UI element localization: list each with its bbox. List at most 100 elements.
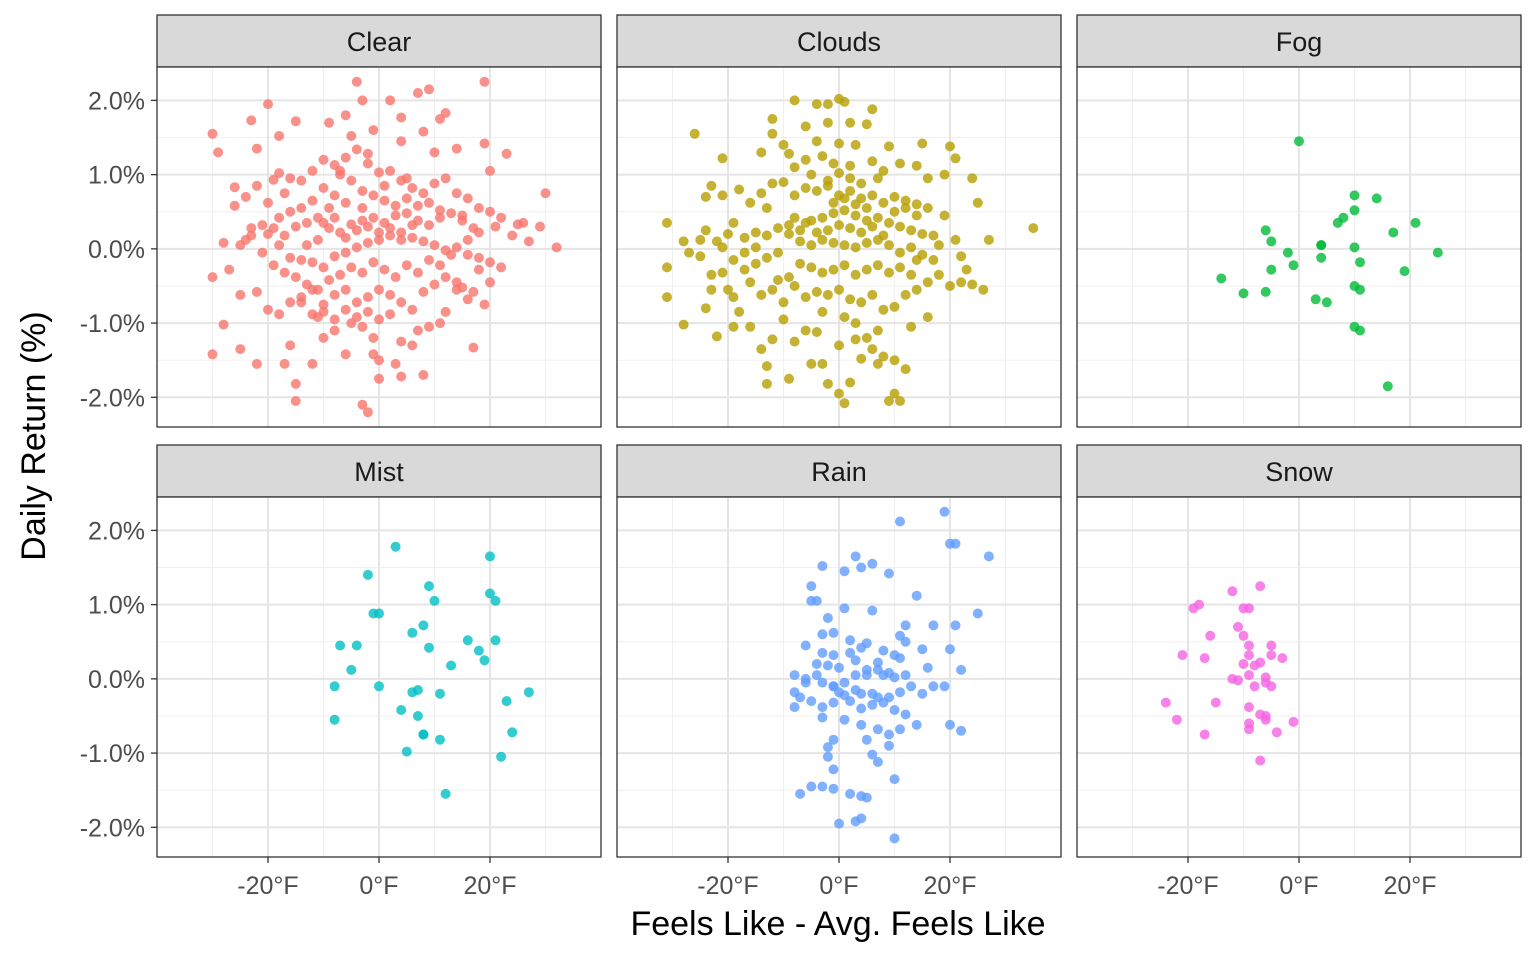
data-point	[435, 212, 445, 223]
data-point	[318, 299, 329, 310]
data-point	[900, 670, 911, 681]
data-point	[379, 264, 390, 275]
data-point	[822, 378, 833, 389]
data-point	[822, 225, 833, 236]
data-point	[817, 212, 828, 223]
y-tick-label: 1.0%	[88, 162, 145, 190]
data-point	[678, 319, 689, 330]
data-point	[362, 148, 373, 159]
data-point	[435, 205, 445, 216]
data-point	[911, 284, 922, 295]
data-point	[307, 195, 318, 206]
data-point	[784, 220, 794, 231]
data-point	[906, 269, 917, 280]
data-point	[473, 203, 484, 213]
data-point	[761, 361, 772, 372]
data-point	[700, 191, 711, 202]
data-point	[828, 627, 839, 638]
data-point	[906, 681, 917, 692]
data-point	[1355, 284, 1365, 295]
data-point	[811, 136, 822, 147]
data-point	[257, 247, 268, 258]
data-point	[856, 719, 867, 730]
data-point	[374, 167, 384, 178]
data-point	[811, 99, 822, 110]
data-point	[867, 344, 878, 355]
data-point	[761, 230, 772, 241]
data-point	[845, 173, 856, 184]
data-point	[435, 260, 445, 271]
data-point	[911, 160, 922, 171]
data-point	[950, 153, 961, 164]
data-point	[789, 702, 800, 713]
data-point	[773, 275, 783, 285]
data-point	[884, 267, 894, 278]
data-point	[1371, 193, 1382, 204]
data-point	[374, 373, 384, 384]
data-point	[362, 221, 373, 232]
x-tick-label: 20°F	[463, 872, 516, 900]
data-point	[828, 734, 839, 745]
data-point	[374, 608, 384, 619]
data-point	[479, 76, 490, 87]
data-point	[756, 344, 767, 355]
data-point	[246, 223, 257, 234]
facet-panel-clear: Clear -2.0% -1.0% 0.0% 1.0% 2.0%	[80, 14, 602, 428]
data-point	[695, 234, 706, 245]
data-point	[817, 234, 828, 245]
data-point	[412, 88, 423, 98]
data-point	[340, 152, 351, 163]
data-point	[362, 306, 373, 317]
data-point	[906, 242, 917, 253]
data-point	[806, 240, 817, 251]
y-tick-label: 0.0%	[88, 666, 145, 694]
data-point	[379, 195, 390, 206]
facet-strip-label: Rain	[811, 457, 867, 487]
data-point	[340, 110, 351, 121]
data-point	[800, 673, 811, 684]
data-point	[889, 650, 900, 661]
data-point	[839, 398, 850, 409]
data-point	[1266, 264, 1277, 275]
data-point	[1277, 653, 1288, 664]
data-point	[806, 262, 817, 273]
data-point	[811, 286, 822, 297]
data-point	[340, 247, 351, 258]
data-point	[861, 792, 872, 803]
data-point	[800, 121, 811, 132]
data-point	[1355, 325, 1365, 336]
data-point	[767, 284, 778, 295]
data-point	[274, 168, 285, 179]
data-point	[396, 227, 407, 238]
data-point	[318, 183, 329, 193]
data-point	[418, 370, 429, 380]
data-point	[822, 289, 833, 300]
data-point	[817, 677, 828, 688]
data-point	[878, 697, 889, 708]
data-point	[817, 629, 828, 640]
data-point	[839, 193, 850, 204]
data-point	[318, 332, 329, 343]
data-point	[822, 99, 833, 110]
data-point	[828, 197, 839, 208]
data-point	[884, 217, 894, 228]
data-point	[878, 165, 889, 176]
data-point	[435, 734, 445, 745]
data-point	[396, 297, 407, 308]
data-point	[872, 260, 883, 271]
data-point	[401, 208, 412, 219]
data-point	[385, 230, 396, 241]
data-point	[340, 284, 351, 295]
data-point	[850, 139, 861, 150]
facet-strip-label: Fog	[1276, 27, 1323, 57]
data-point	[717, 242, 728, 253]
data-point	[811, 659, 822, 669]
data-point	[872, 358, 883, 369]
data-point	[462, 234, 473, 245]
data-point	[895, 158, 905, 169]
data-point	[407, 232, 418, 243]
data-point	[739, 247, 750, 258]
data-point	[978, 284, 989, 295]
data-point	[1399, 266, 1410, 277]
data-point	[329, 714, 340, 725]
